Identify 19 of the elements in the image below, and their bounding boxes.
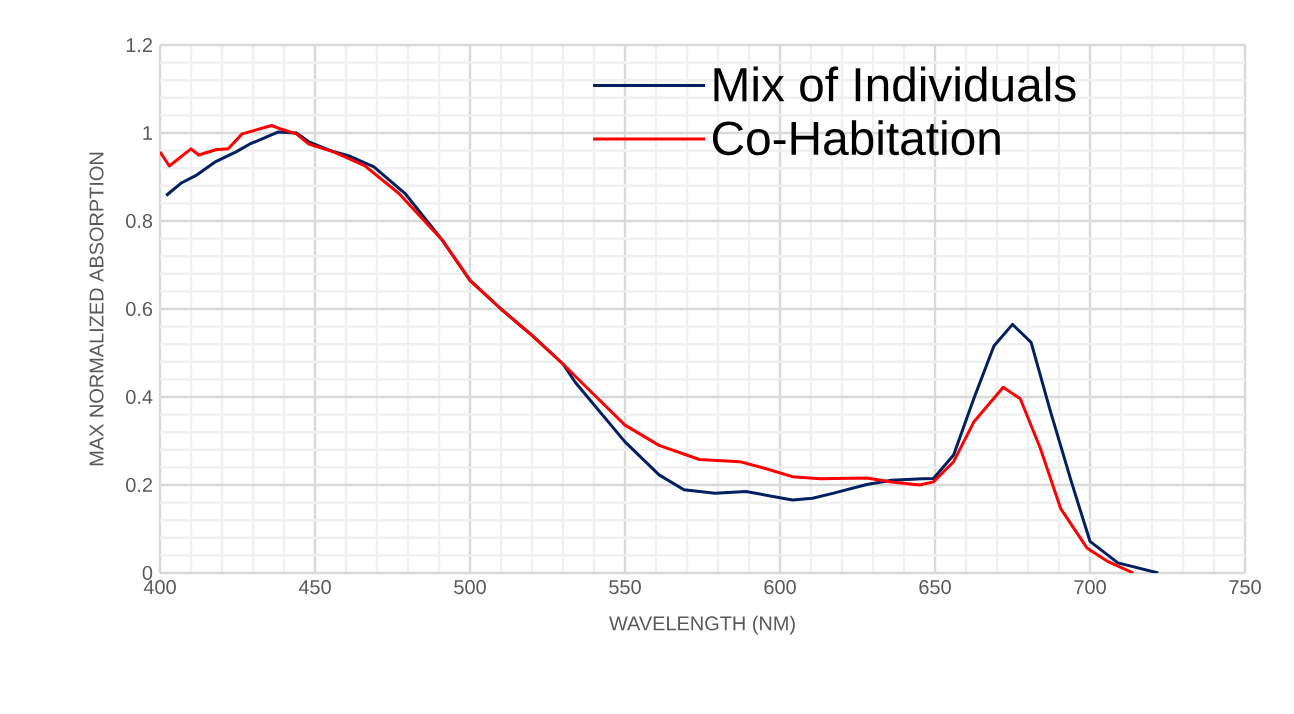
y-tick-label: 0.8 bbox=[126, 213, 153, 229]
legend-label: Mix of Individuals bbox=[714, 66, 1076, 102]
x-tick-label: 600 bbox=[764, 580, 796, 595]
x-tick-label: 550 bbox=[609, 580, 641, 595]
y-tick-label: 0.6 bbox=[126, 301, 153, 317]
y-axis-title: MAX NORMALIZED ABSORPTION bbox=[89, 152, 104, 466]
legend-label: Co-Habitation bbox=[712, 120, 1000, 156]
y-tick-label: 0 bbox=[142, 565, 153, 581]
y-tick-label: 0.2 bbox=[126, 477, 152, 493]
y-tick-label: 1 bbox=[143, 126, 153, 140]
x-tick-label: 500 bbox=[454, 580, 486, 595]
x-tick-label: 700 bbox=[1074, 580, 1106, 595]
x-tick-label: 450 bbox=[298, 580, 331, 595]
y-tick-label: 0.4 bbox=[126, 389, 153, 405]
x-tick-label: 650 bbox=[919, 580, 951, 595]
x-axis-title: WAVELENGTH (NM) bbox=[609, 615, 795, 635]
x-tick-label: 400 bbox=[143, 580, 176, 595]
y-tick-label: 1.2 bbox=[126, 38, 152, 52]
x-tick-label: 750 bbox=[1229, 580, 1261, 595]
